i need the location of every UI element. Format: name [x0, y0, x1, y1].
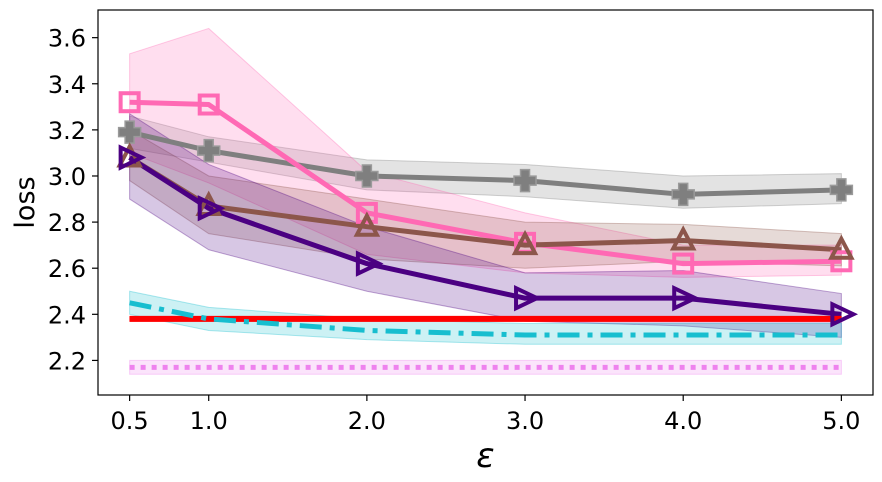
y-tick-label: 2.2	[48, 347, 86, 375]
marker-gray-plus-5	[829, 178, 854, 202]
marker-pink-square-0	[118, 91, 141, 114]
x-tick-label: 0.5	[111, 407, 149, 435]
y-tick-label: 2.4	[48, 301, 86, 329]
y-tick-label: 2.8	[48, 209, 86, 237]
y-tick-label: 3.2	[48, 117, 86, 145]
line-pink-square	[129, 99, 842, 267]
marker-gray-plus-2	[355, 164, 379, 188]
marker-pink-square-4	[672, 252, 695, 275]
plot-frame	[97, 9, 874, 396]
marker-brown-triangle-4	[669, 225, 697, 251]
x-tick-label: 3.0	[506, 407, 544, 435]
marker-gray-plus-4	[671, 182, 695, 207]
series-lines	[128, 99, 842, 370]
series-markers	[116, 91, 859, 328]
marker-brown-triangle-2	[353, 211, 381, 237]
y-tick-label: 3.4	[48, 71, 86, 99]
marker-pink-square-2	[355, 201, 378, 224]
marker-brown-triangle-5	[828, 234, 855, 260]
marker-indigo-triangle-right-5	[830, 301, 859, 328]
marker-indigo-triangle-right-0	[118, 144, 147, 171]
marker-indigo-triangle-right-3	[514, 285, 542, 312]
marker-brown-triangle-3	[511, 229, 539, 256]
y-axis-label: loss	[10, 176, 41, 228]
marker-gray-plus-1	[196, 138, 221, 163]
y-tick-label: 2.6	[48, 255, 86, 283]
marker-gray-plus-0	[117, 120, 142, 144]
marker-indigo-triangle-right-4	[672, 285, 700, 312]
x-axis-ticks: 0.5 1.0 2.0 3.0 4.0 5.0	[111, 395, 860, 435]
marker-indigo-triangle-right-1	[197, 195, 226, 222]
y-tick-label: 3.6	[48, 25, 86, 53]
marker-indigo-triangle-right-2	[355, 250, 384, 277]
x-tick-label: 2.0	[348, 407, 386, 435]
line-cyan-dashdot	[129, 300, 842, 338]
confidence-bands	[129, 27, 842, 375]
x-tick-label: 4.0	[664, 407, 702, 435]
marker-pink-square-1	[197, 93, 220, 116]
y-axis-ticks: 2.2 2.4 2.6 2.8 3.0 3.2 3.4 3.6	[48, 25, 98, 375]
marker-gray-plus-3	[513, 168, 537, 193]
marker-pink-square-5	[830, 250, 853, 273]
x-tick-label: 5.0	[822, 407, 860, 435]
y-tick-label: 3.0	[48, 163, 86, 191]
x-tick-label: 1.0	[190, 407, 228, 435]
line-gray-plus	[129, 129, 842, 197]
line-indigo-triangle-right	[128, 155, 842, 317]
x-axis-label: ε	[476, 436, 494, 476]
band-brown-triangle	[129, 129, 842, 269]
